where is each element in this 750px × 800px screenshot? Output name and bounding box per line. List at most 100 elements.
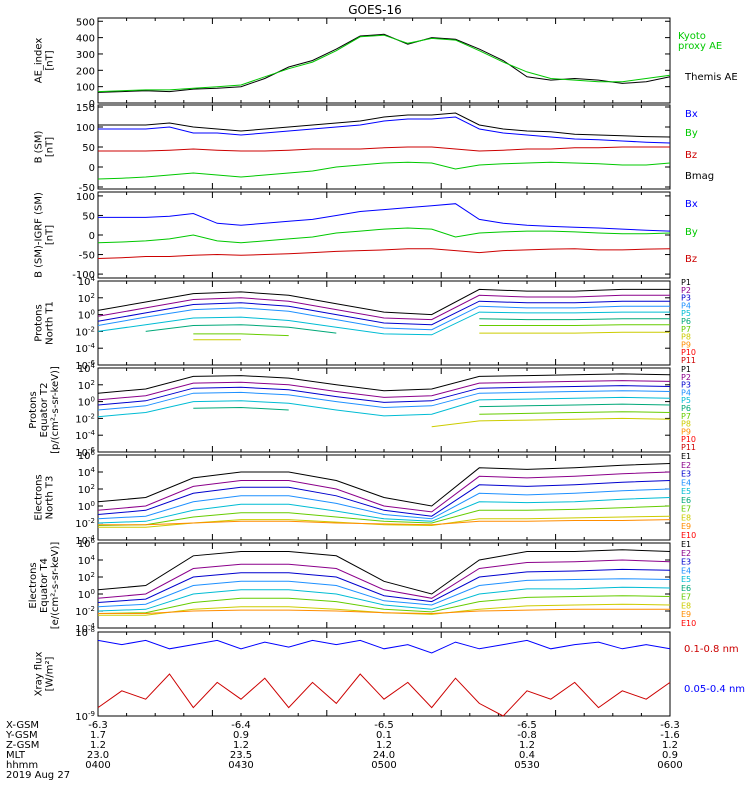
y-tick-label: 100 (76, 83, 95, 94)
series-line-e1 (97, 549, 671, 595)
legend-entry: E1 (681, 452, 691, 461)
legend-entry: E4 (681, 478, 691, 487)
series-line-p8 (193, 331, 670, 341)
y-tick-label: 104 (78, 362, 96, 375)
legend-entry: E8 (681, 513, 691, 522)
legend-entry: P6 (681, 404, 691, 413)
axis-row-value: 0.4 (519, 750, 535, 761)
legend-entry: Bmag (685, 171, 714, 182)
series-line-0-1-0-8-nm (97, 639, 671, 654)
series-line-e2 (97, 559, 671, 599)
legend-entry: Bx (685, 109, 698, 120)
y-axis-label: B (SM)[nT] (34, 130, 56, 163)
axis-row-value: 23.0 (87, 750, 109, 761)
y-tick-label: 150 (76, 103, 95, 114)
legend-entry: E7 (681, 505, 691, 514)
y-tick-label: 100 (78, 500, 95, 513)
legend-entry: P2 (681, 373, 691, 382)
y-tick-label: 0 (89, 99, 95, 110)
series-line-e1 (97, 463, 671, 507)
legend-entry: P7 (681, 325, 691, 334)
legend-entry: P2 (681, 286, 691, 295)
axis-row-value: 0600 (657, 760, 682, 771)
series-line-e5 (97, 586, 671, 612)
legend-entry: P3 (681, 381, 691, 390)
axis-row-value: 0.1 (376, 730, 392, 741)
legend-entry: E6 (681, 584, 691, 593)
series-line-bz (97, 248, 671, 259)
y-tick-label: 106 (78, 449, 96, 462)
legend-entry: P10 (681, 435, 696, 444)
series-line-e6 (97, 595, 671, 614)
panel-frame (97, 191, 671, 279)
time-axis-table: X-GSM -6.3 -6.4 -6.5 -6.5 -6.3 Y-GSM 1.7 0.9 0.1 -… (5, 720, 683, 781)
legend-entry: E4 (681, 566, 691, 575)
axis-row-value: -0.8 (517, 730, 537, 741)
legend-entry: E10 (681, 619, 696, 628)
axis-row-value: -6.3 (660, 720, 680, 731)
legend-entry: P8 (681, 333, 691, 342)
y-axis-label: ElectronsEquator T4[e/(cm²-s-sr-keV)] (28, 542, 61, 630)
y-axis-label: ElectronsNorth T3 (34, 474, 56, 520)
y-tick-label: 106 (78, 537, 96, 550)
legend-entry: P4 (681, 388, 691, 397)
y-tick-label: 100 (78, 309, 95, 322)
y-tick-label: 104 (78, 554, 96, 567)
legend-entry: P9 (681, 340, 691, 349)
y-tick-label: 100 (78, 588, 95, 601)
y-tick-label: -50 (79, 183, 95, 194)
legend-entry: P8 (681, 420, 691, 429)
series-line-p3 (97, 385, 671, 406)
axis-row-label: Y-GSM (5, 730, 38, 741)
legend-entry: P11 (681, 443, 696, 452)
y-axis-label: ProtonsNorth T1 (34, 301, 56, 345)
y-tick-label: 10-8 (75, 626, 95, 639)
legend-entry: P5 (681, 309, 691, 318)
series-line-themis-ae (97, 33, 671, 93)
series-line-by (97, 227, 671, 244)
series-line-p7 (193, 324, 670, 337)
y-tick-label: 10-4 (75, 429, 95, 442)
axis-row-value: 1.2 (233, 740, 249, 751)
series-line-p1 (97, 288, 670, 316)
series-line-e4 (97, 578, 671, 608)
axis-row-label: MLT (6, 750, 26, 761)
panel-frame (97, 104, 671, 190)
y-tick-label: 10-6 (75, 446, 95, 459)
y-tick-label: 10-2 (75, 412, 95, 425)
series-line-p5 (97, 311, 670, 336)
axis-row-value: 0400 (85, 760, 110, 771)
axis-row-value: 1.7 (90, 730, 106, 741)
axis-row-value: 0430 (228, 760, 253, 771)
legend-entry: E2 (681, 549, 691, 558)
series-line-kyoto-proxy-ae (97, 34, 671, 93)
axis-row-value: 0.9 (233, 730, 249, 741)
y-tick-label: 102 (78, 571, 95, 584)
series-line-bx (98, 203, 671, 232)
panel-bsm: 150 100 50 0 -50 B (SM)[nT] Bx By Bz Bmag (34, 103, 715, 194)
series-line-p2 (97, 294, 670, 321)
legend-entry: P6 (681, 317, 691, 326)
legend-entry: P7 (681, 412, 691, 421)
series-line-e3 (97, 568, 671, 603)
series-line-bmag (98, 112, 671, 138)
y-tick-label: 100 (76, 192, 95, 203)
series-line-p3 (97, 300, 670, 326)
y-tick-label: 102 (78, 292, 95, 305)
y-tick-label: 10-9 (75, 710, 95, 723)
y-axis-label: Xray flux[W/m²] (34, 652, 56, 697)
y-tick-label: 102 (78, 379, 95, 392)
figure-title: GOES-16 (348, 3, 402, 17)
legend-entry: P1 (681, 278, 691, 287)
legend-entry: By (685, 128, 698, 139)
date-label: 2019 Aug 27 (6, 770, 70, 781)
axis-row-value: 1.2 (376, 740, 392, 751)
y-tick-label: 10-2 (75, 605, 95, 618)
y-axis-label: ProtonsEquator T2[p/(cm²-s-sr-keV)] (28, 366, 61, 454)
legend-entry: P11 (681, 356, 696, 365)
y-tick-label: 10-2 (75, 325, 95, 338)
legend-entry: P1 (681, 365, 691, 374)
